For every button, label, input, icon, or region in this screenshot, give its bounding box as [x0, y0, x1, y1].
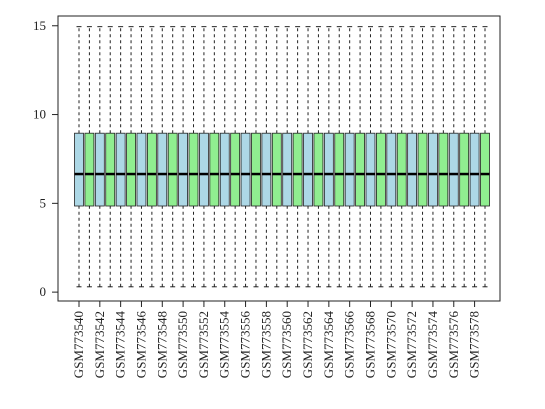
x-tick-label: GSM773574 — [425, 311, 440, 379]
box — [428, 132, 438, 207]
box — [386, 132, 397, 207]
box — [94, 132, 105, 207]
box — [136, 132, 147, 207]
box — [230, 132, 241, 207]
box — [126, 132, 136, 207]
x-tick-label: GSM773546 — [133, 311, 148, 379]
box — [375, 132, 386, 207]
x-tick-label: GSM773562 — [300, 311, 315, 378]
box — [459, 132, 470, 207]
box — [282, 132, 293, 207]
box — [303, 132, 313, 207]
x-tick-label: GSM773572 — [404, 311, 419, 378]
x-tick-label: GSM773544 — [113, 311, 128, 379]
box — [105, 132, 116, 207]
y-tick-label: 0 — [40, 284, 47, 299]
x-tick-label: GSM773566 — [342, 311, 357, 379]
box — [84, 132, 95, 207]
x-tick-label: GSM773578 — [467, 311, 482, 378]
box — [271, 132, 282, 207]
box — [167, 132, 178, 207]
x-tick-label: GSM773550 — [175, 311, 190, 378]
box — [334, 132, 345, 207]
box — [209, 132, 220, 207]
box — [417, 132, 428, 207]
box — [199, 132, 209, 207]
x-tick-label: GSM773560 — [279, 311, 294, 378]
box — [323, 132, 334, 207]
box — [178, 132, 189, 207]
plot-frame — [57, 15, 501, 302]
box — [74, 132, 84, 207]
box — [344, 132, 355, 207]
x-tick-label: GSM773558 — [258, 311, 273, 378]
x-tick-label: GSM773556 — [238, 311, 253, 379]
x-tick-label: GSM773540 — [71, 311, 86, 378]
box — [261, 132, 272, 207]
y-tick-label: 15 — [33, 18, 46, 33]
box — [469, 132, 480, 207]
x-tick-label: GSM773568 — [362, 311, 377, 378]
box — [240, 132, 251, 207]
x-tick-label: GSM773554 — [217, 311, 232, 379]
box — [438, 132, 449, 207]
box — [219, 132, 230, 207]
box — [188, 132, 199, 207]
x-tick-label: GSM773548 — [154, 311, 169, 378]
x-tick-label: GSM773552 — [196, 311, 211, 378]
box — [407, 132, 418, 207]
y-tick-label: 5 — [40, 195, 47, 210]
box — [448, 132, 459, 207]
box — [115, 132, 126, 207]
x-tick-label: GSM773576 — [446, 311, 461, 379]
box — [396, 132, 407, 207]
box — [365, 132, 376, 207]
box — [146, 132, 157, 207]
x-tick-label: GSM773570 — [383, 311, 398, 378]
box — [251, 132, 261, 207]
x-tick-label: GSM773542 — [92, 311, 107, 378]
box — [292, 132, 303, 207]
box — [480, 132, 490, 207]
box — [157, 132, 168, 207]
x-tick-label: GSM773564 — [321, 311, 336, 379]
box — [313, 132, 324, 207]
box — [355, 132, 365, 207]
y-tick-label: 10 — [33, 107, 46, 122]
